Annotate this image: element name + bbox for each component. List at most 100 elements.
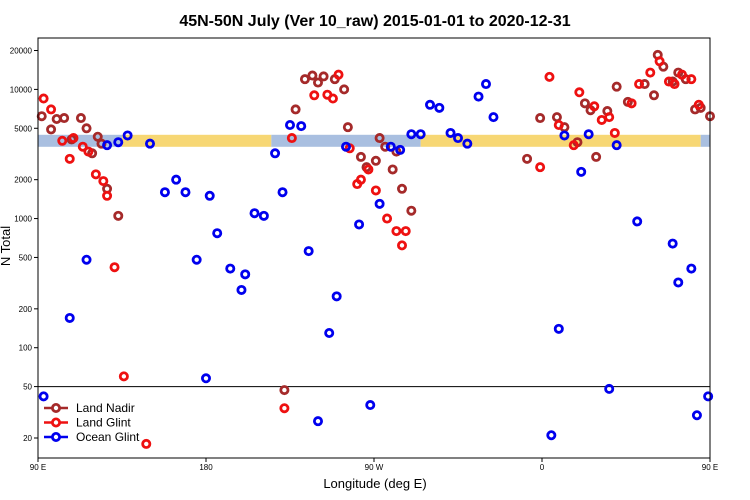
ocean-glint-point (236, 284, 247, 295)
land-glint-point (333, 69, 344, 80)
x-axis-label: Longitude (deg E) (323, 476, 426, 491)
ocean-glint-point (673, 277, 684, 288)
land-nadir-point (374, 133, 385, 144)
ocean-glint-point (240, 269, 251, 280)
ocean-glint-point (667, 238, 678, 249)
land-glint-point (391, 226, 402, 237)
legend-marker (51, 431, 62, 442)
ocean-glint-point (546, 430, 557, 441)
land-glint-point (309, 90, 320, 101)
land-nadir-point (279, 385, 290, 396)
land-nadir-point (579, 98, 590, 109)
points-layer (36, 49, 716, 449)
band-segment (122, 134, 272, 147)
land-nadir-point (92, 131, 103, 142)
ocean-glint-point (191, 254, 202, 265)
plot-frame (37, 37, 711, 459)
y-tick-label: 200 (19, 305, 33, 314)
legend-label: Land Nadir (76, 401, 135, 415)
land-nadir-point (51, 113, 62, 124)
ocean-glint-point (204, 190, 215, 201)
ocean-glint-point (64, 312, 75, 323)
chart-title: 45N-50N July (Ver 10_raw) 2015-01-01 to … (179, 13, 570, 30)
land-glint-point (141, 438, 152, 449)
land-glint-point (654, 56, 665, 67)
ocean-glint-point (434, 102, 445, 113)
land-glint-point (118, 371, 129, 382)
y-axis-label: N Total (0, 226, 13, 266)
ocean-glint-point (374, 198, 385, 209)
ocean-glint-point (122, 130, 133, 141)
land-glint-point (279, 403, 290, 414)
land-nadir-point (380, 141, 391, 152)
land-glint-point (327, 93, 338, 104)
land-glint-point (286, 133, 297, 144)
land-glint-point (396, 240, 407, 251)
land-nadir-point (591, 151, 602, 162)
land-glint-point (645, 67, 656, 78)
land-glint-point (535, 162, 546, 173)
ocean-glint-point (686, 263, 697, 274)
land-nadir-point (36, 111, 47, 122)
x-tick-label: 90 E (702, 463, 718, 472)
ocean-glint-point (249, 208, 260, 219)
ocean-glint-point (553, 323, 564, 334)
x-tick-label: 90 W (365, 463, 384, 472)
land-glint-point (77, 141, 88, 152)
ocean-glint-point (312, 416, 323, 427)
land-nadir-point (75, 113, 86, 124)
ocean-glint-point (212, 228, 223, 239)
ocean-glint-point (576, 166, 587, 177)
land-glint-point (382, 213, 393, 224)
land-glint-point (57, 135, 68, 146)
ocean-glint-point (611, 140, 622, 151)
band-segment (700, 134, 710, 147)
ocean-glint-point (225, 263, 236, 274)
ocean-glint-point (424, 99, 435, 110)
land-glint-point (686, 74, 697, 85)
ocean-glint-point (406, 129, 417, 140)
land-nadir-point (299, 74, 310, 85)
band-layer (38, 134, 710, 147)
ocean-glint-point (277, 187, 288, 198)
land-nadir-point (81, 123, 92, 134)
ocean-glint-point (284, 120, 295, 131)
land-nadir-point (406, 205, 417, 216)
ocean-glint-point (81, 254, 92, 265)
y-tick-label: 20000 (10, 47, 33, 56)
land-nadir-point (307, 70, 318, 81)
y-tick-label: 500 (19, 253, 33, 262)
land-nadir-point (339, 84, 350, 95)
land-glint-point (109, 262, 120, 273)
land-glint-point (544, 71, 555, 82)
ocean-glint-point (113, 137, 124, 148)
ocean-glint-point (171, 174, 182, 185)
land-glint-point (677, 69, 688, 80)
ocean-glint-point (445, 127, 456, 138)
ocean-glint-point (691, 410, 702, 421)
land-glint-point (568, 140, 579, 151)
land-nadir-point (342, 122, 353, 133)
land-glint-point (553, 120, 564, 131)
x-tick-label: 180 (199, 463, 213, 472)
land-nadir-point (387, 164, 398, 175)
land-glint-point (574, 87, 585, 98)
land-glint-point (355, 174, 366, 185)
ocean-glint-point (452, 133, 463, 144)
ocean-glint-point (324, 327, 335, 338)
ocean-glint-point (270, 148, 281, 159)
ocean-glint-point (340, 141, 351, 152)
ocean-glint-point (180, 187, 191, 198)
land-nadir-point (611, 81, 622, 92)
land-glint-point (98, 176, 109, 187)
ocean-glint-point (385, 141, 396, 152)
land-nadir-point (649, 90, 660, 101)
axes-layer: 20 50 100 200 500 1000 2000 5000 10000 20000 90 E 1… (10, 47, 718, 472)
land-nadir-point (551, 112, 562, 123)
y-tick-label: 5000 (14, 124, 32, 133)
land-glint-point (64, 153, 75, 164)
land-nadir-point (355, 151, 366, 162)
land-nadir-point (396, 183, 407, 194)
x-tick-label: 90 E (30, 463, 46, 472)
